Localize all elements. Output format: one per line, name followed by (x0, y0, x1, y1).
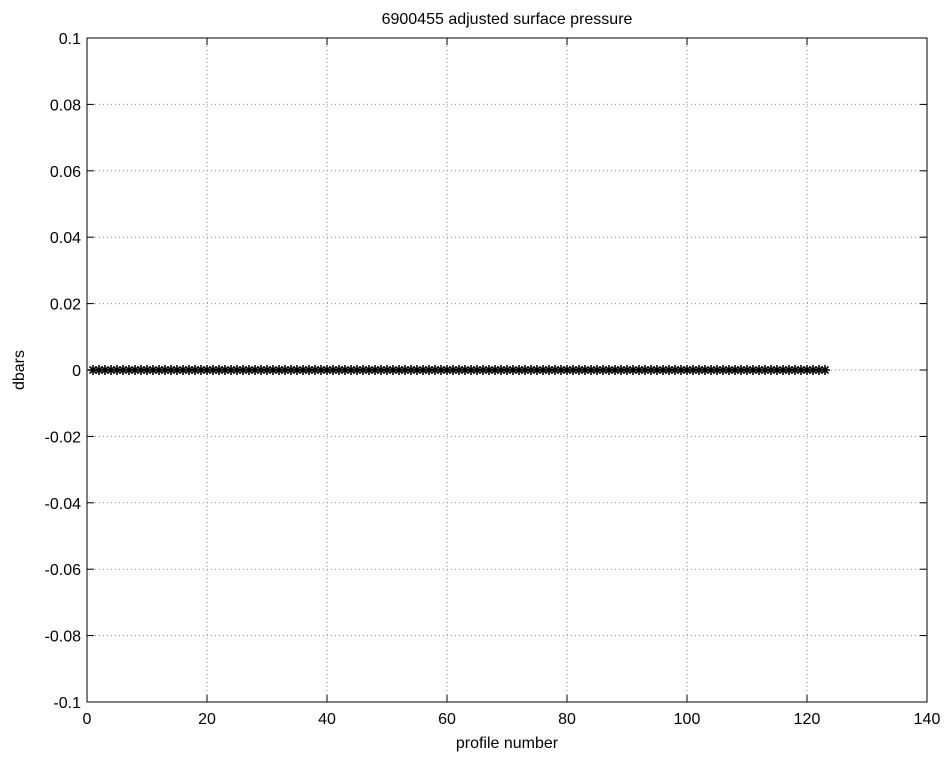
data-point (160, 365, 170, 375)
x-tick-label: 0 (83, 711, 92, 728)
data-point (502, 365, 512, 375)
y-tick-label: -0.06 (45, 562, 82, 579)
x-tick-label: 140 (914, 711, 941, 728)
y-tick-label: 0.04 (50, 230, 81, 247)
data-point (190, 365, 200, 375)
x-tick-label: 100 (674, 711, 701, 728)
data-point (484, 365, 494, 375)
data-points (88, 365, 830, 375)
y-tick-labels: -0.1 -0.08 -0.06 -0.04 -0.02 0 0.02 0.04 0.06 0.0… (45, 31, 82, 712)
data-point (670, 365, 680, 375)
y-tick-label: -0.04 (45, 496, 82, 513)
data-point (364, 365, 374, 375)
data-point (712, 365, 722, 375)
data-point (256, 365, 266, 375)
plot-frame (86, 37, 928, 703)
data-point (184, 365, 194, 375)
data-point (820, 365, 830, 375)
data-point (640, 365, 650, 375)
y-tick-label: 0 (72, 363, 81, 380)
x-axis-label: profile number (456, 735, 559, 752)
data-point (298, 365, 308, 375)
y-tick-label: 0.08 (50, 97, 81, 114)
data-point (760, 365, 770, 375)
x-tick-label: 60 (438, 711, 456, 728)
data-point (694, 365, 704, 375)
y-tick-label: 0.02 (50, 297, 81, 314)
data-point (202, 365, 212, 375)
data-point (274, 365, 284, 375)
data-point (286, 365, 296, 375)
data-point (682, 365, 692, 375)
data-point (412, 365, 422, 375)
data-point (244, 365, 254, 375)
x-tick-label: 80 (558, 711, 576, 728)
data-point (292, 365, 302, 375)
x-tick-labels: 0 20 40 60 80 100 120 140 (83, 711, 941, 728)
data-point (568, 365, 578, 375)
x-tick-label: 20 (198, 711, 216, 728)
chart-title: 6900455 adjusted surface pressure (382, 11, 633, 28)
x-tick-label: 120 (794, 711, 821, 728)
y-tick-label: -0.1 (53, 695, 81, 712)
y-tick-label: 0.06 (50, 164, 81, 181)
y-axis-label: dbars (11, 350, 28, 390)
y-tick-label: -0.02 (45, 429, 82, 446)
data-point (472, 365, 482, 375)
y-tick-label: -0.08 (45, 629, 82, 646)
data-point (514, 365, 524, 375)
data-point (610, 365, 620, 375)
data-point (520, 365, 530, 375)
data-point (574, 365, 584, 375)
data-point (328, 365, 338, 375)
y-tick-label: 0.1 (59, 31, 81, 48)
x-tick-label: 40 (318, 711, 336, 728)
